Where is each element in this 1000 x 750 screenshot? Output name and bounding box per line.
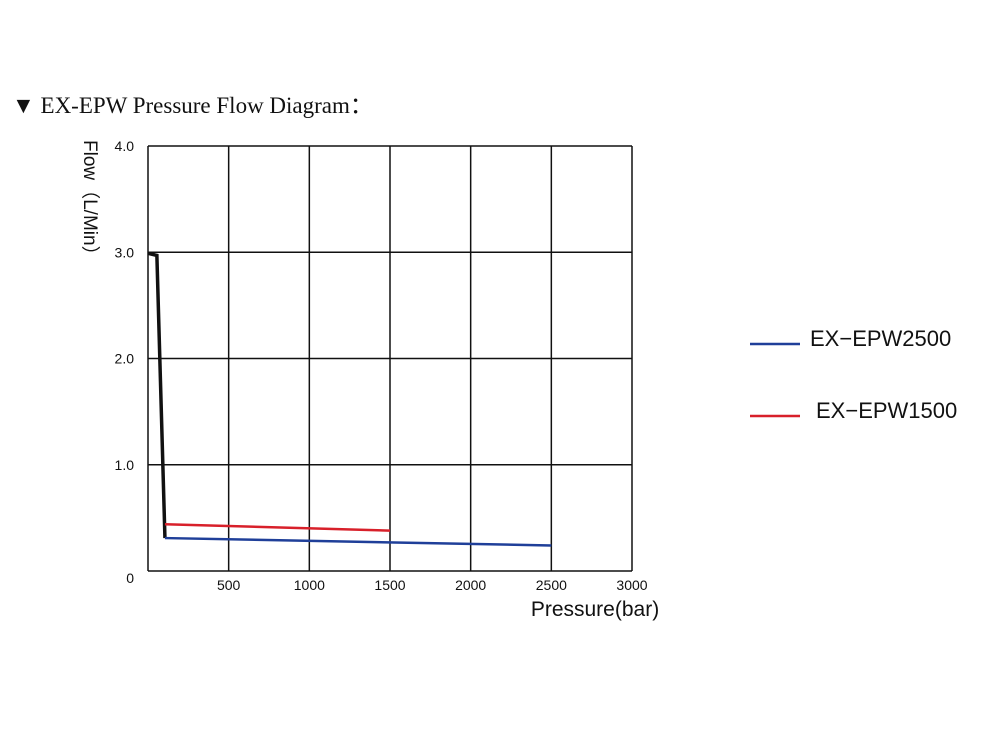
series-line-ex-epw2500 — [164, 536, 552, 547]
x-tick-label: 2000 — [455, 577, 486, 593]
y-tick-label: 0 — [126, 570, 134, 586]
y-axis-label: Flow（L/Min） — [79, 140, 101, 265]
x-tick-label: 3000 — [616, 577, 647, 593]
x-tick-label: 1500 — [374, 577, 405, 593]
series-line-ex-epw1500 — [164, 523, 391, 532]
y-tick-label: 4.0 — [115, 138, 135, 154]
legend-label: EX−EPW2500 — [810, 326, 951, 351]
chart-title: ▼ EX-EPW Pressure Flow Diagram： — [12, 93, 373, 118]
y-tick-label: 2.0 — [115, 351, 135, 367]
x-axis-label: Pressure(bar) — [531, 598, 659, 621]
y-tick-label: 1.0 — [115, 457, 135, 473]
x-tick-label: 1000 — [294, 577, 325, 593]
y-tick-label: 3.0 — [115, 244, 135, 260]
legend-label: EX−EPW1500 — [816, 398, 957, 423]
x-tick-label: 500 — [217, 577, 241, 593]
series-line-common — [147, 251, 167, 539]
x-tick-label: 2500 — [536, 577, 567, 593]
